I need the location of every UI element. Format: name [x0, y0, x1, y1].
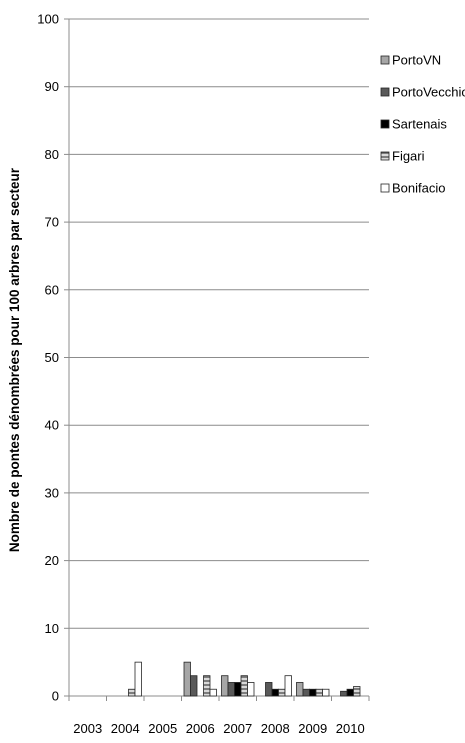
- bar-portovn-2009: [296, 682, 304, 697]
- bar-figari-2006: [203, 675, 211, 697]
- legend-label-bonifacio: Bonifacio: [392, 181, 445, 196]
- legend-swatch-bonifacio: [380, 183, 390, 193]
- bar-bonifacio-2008: [284, 675, 292, 697]
- bar-portovn-2007: [221, 675, 229, 697]
- legend-swatch-sartenais: [380, 119, 390, 129]
- legend-swatch-figari: [380, 151, 390, 161]
- bar-sartenais-2009: [309, 688, 317, 697]
- bar-portovecchio-2010: [340, 690, 348, 697]
- bar-sartenais-2010: [346, 688, 354, 697]
- x-tick-label: 2009: [298, 721, 327, 736]
- x-tick-label: 2008: [261, 721, 290, 736]
- bar-portovn-2006: [183, 661, 191, 697]
- y-tick-label: 10: [45, 621, 59, 636]
- tick-labels: 0 10 20 30 40 50 60 70 80 90 100 2003 2004 2005 2006 20…: [37, 12, 364, 737]
- y-tick-label: 0: [52, 689, 59, 704]
- bar-portovecchio-2009: [302, 688, 310, 697]
- x-tick-label: 2006: [186, 721, 215, 736]
- y-tick-label: 70: [45, 215, 59, 230]
- x-tick-label: 2003: [73, 721, 102, 736]
- bar-figari-2009: [315, 688, 323, 697]
- bar-bonifacio-2006: [209, 688, 217, 697]
- legend-swatch-portovn: [380, 55, 390, 65]
- legend: PortoVN PortoVecchio Sartenais Figari Bonifa…: [380, 53, 465, 196]
- x-tick-label: 2004: [111, 721, 140, 736]
- bar-figari-2007: [240, 675, 248, 697]
- legend-label-portovecchio: PortoVecchio: [392, 85, 465, 100]
- y-tick-label: 100: [37, 12, 59, 27]
- bar-bonifacio-2004: [134, 661, 142, 697]
- bar-figari-2004: [128, 688, 136, 697]
- y-tick-label: 90: [45, 79, 59, 94]
- legend-swatch-portovecchio: [380, 87, 390, 97]
- legend-label-figari: Figari: [392, 149, 425, 164]
- bar-sartenais-2008: [271, 688, 279, 697]
- bar-portovecchio-2007: [227, 682, 235, 697]
- y-tick-label: 60: [45, 282, 59, 297]
- legend-label-sartenais: Sartenais: [392, 117, 447, 132]
- y-tick-label: 50: [45, 350, 59, 365]
- y-tick-label: 40: [45, 418, 59, 433]
- bar-portovecchio-2008: [265, 682, 273, 697]
- y-tick-label: 80: [45, 147, 59, 162]
- x-tick-label: 2005: [148, 721, 177, 736]
- bar-figari-2010: [353, 686, 361, 697]
- bars: [128, 661, 361, 697]
- y-tick-label: 20: [45, 553, 59, 568]
- bar-portovecchio-2006: [190, 675, 198, 697]
- bar-figari-2008: [278, 688, 286, 697]
- axes: [64, 18, 370, 701]
- y-tick-label: 30: [45, 485, 59, 500]
- x-tick-label: 2010: [336, 721, 365, 736]
- bar-bonifacio-2007: [247, 682, 255, 697]
- x-tick-label: 2007: [223, 721, 252, 736]
- bar-bonifacio-2009: [322, 688, 330, 697]
- legend-label-portovn: PortoVN: [392, 53, 441, 68]
- bar-sartenais-2007: [234, 682, 242, 697]
- gridlines: [69, 18, 369, 629]
- y-axis-title: Nombre de pontes dénombrées pour 100 arb…: [7, 167, 22, 552]
